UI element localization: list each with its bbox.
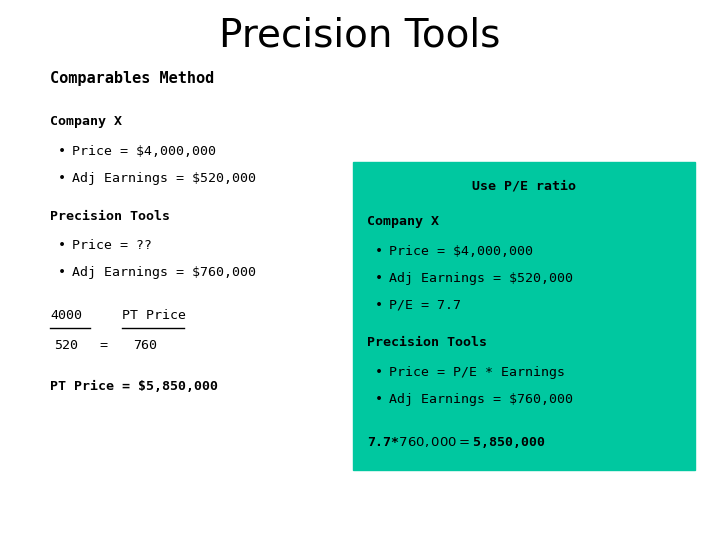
Text: Company X: Company X — [367, 215, 439, 228]
Text: •: • — [58, 266, 66, 279]
Text: Company X: Company X — [50, 115, 122, 128]
Text: Adj Earnings = $760,000: Adj Earnings = $760,000 — [389, 393, 573, 406]
FancyBboxPatch shape — [353, 162, 695, 470]
Text: P/E = 7.7: P/E = 7.7 — [389, 299, 461, 312]
Text: 520: 520 — [54, 339, 78, 352]
Text: •: • — [58, 145, 66, 158]
Text: Precision Tools: Precision Tools — [50, 210, 171, 222]
Text: •: • — [374, 366, 382, 379]
Text: •: • — [374, 245, 382, 258]
Text: •: • — [374, 393, 382, 406]
Text: Comparables Method: Comparables Method — [50, 71, 215, 86]
Text: •: • — [374, 299, 382, 312]
Text: Precision Tools: Precision Tools — [220, 16, 500, 54]
Text: Precision Tools: Precision Tools — [367, 336, 487, 349]
Text: Price = P/E * Earnings: Price = P/E * Earnings — [389, 366, 564, 379]
Text: Adj Earnings = $520,000: Adj Earnings = $520,000 — [389, 272, 573, 285]
Text: PT Price: PT Price — [122, 309, 186, 322]
Text: Use P/E ratio: Use P/E ratio — [472, 180, 576, 193]
Text: Price = ??: Price = ?? — [72, 239, 152, 252]
Text: PT Price = $5,850,000: PT Price = $5,850,000 — [50, 380, 218, 393]
Text: 760: 760 — [133, 339, 157, 352]
Text: Price = $4,000,000: Price = $4,000,000 — [72, 145, 216, 158]
Text: •: • — [374, 272, 382, 285]
Text: Price = $4,000,000: Price = $4,000,000 — [389, 245, 533, 258]
Text: •: • — [58, 172, 66, 185]
Text: 7.7*$760,000 = $5,850,000: 7.7*$760,000 = $5,850,000 — [367, 435, 546, 450]
Text: =: = — [99, 339, 107, 352]
Text: 4000: 4000 — [50, 309, 82, 322]
Text: •: • — [58, 239, 66, 252]
Text: Adj Earnings = $520,000: Adj Earnings = $520,000 — [72, 172, 256, 185]
Text: Adj Earnings = $760,000: Adj Earnings = $760,000 — [72, 266, 256, 279]
